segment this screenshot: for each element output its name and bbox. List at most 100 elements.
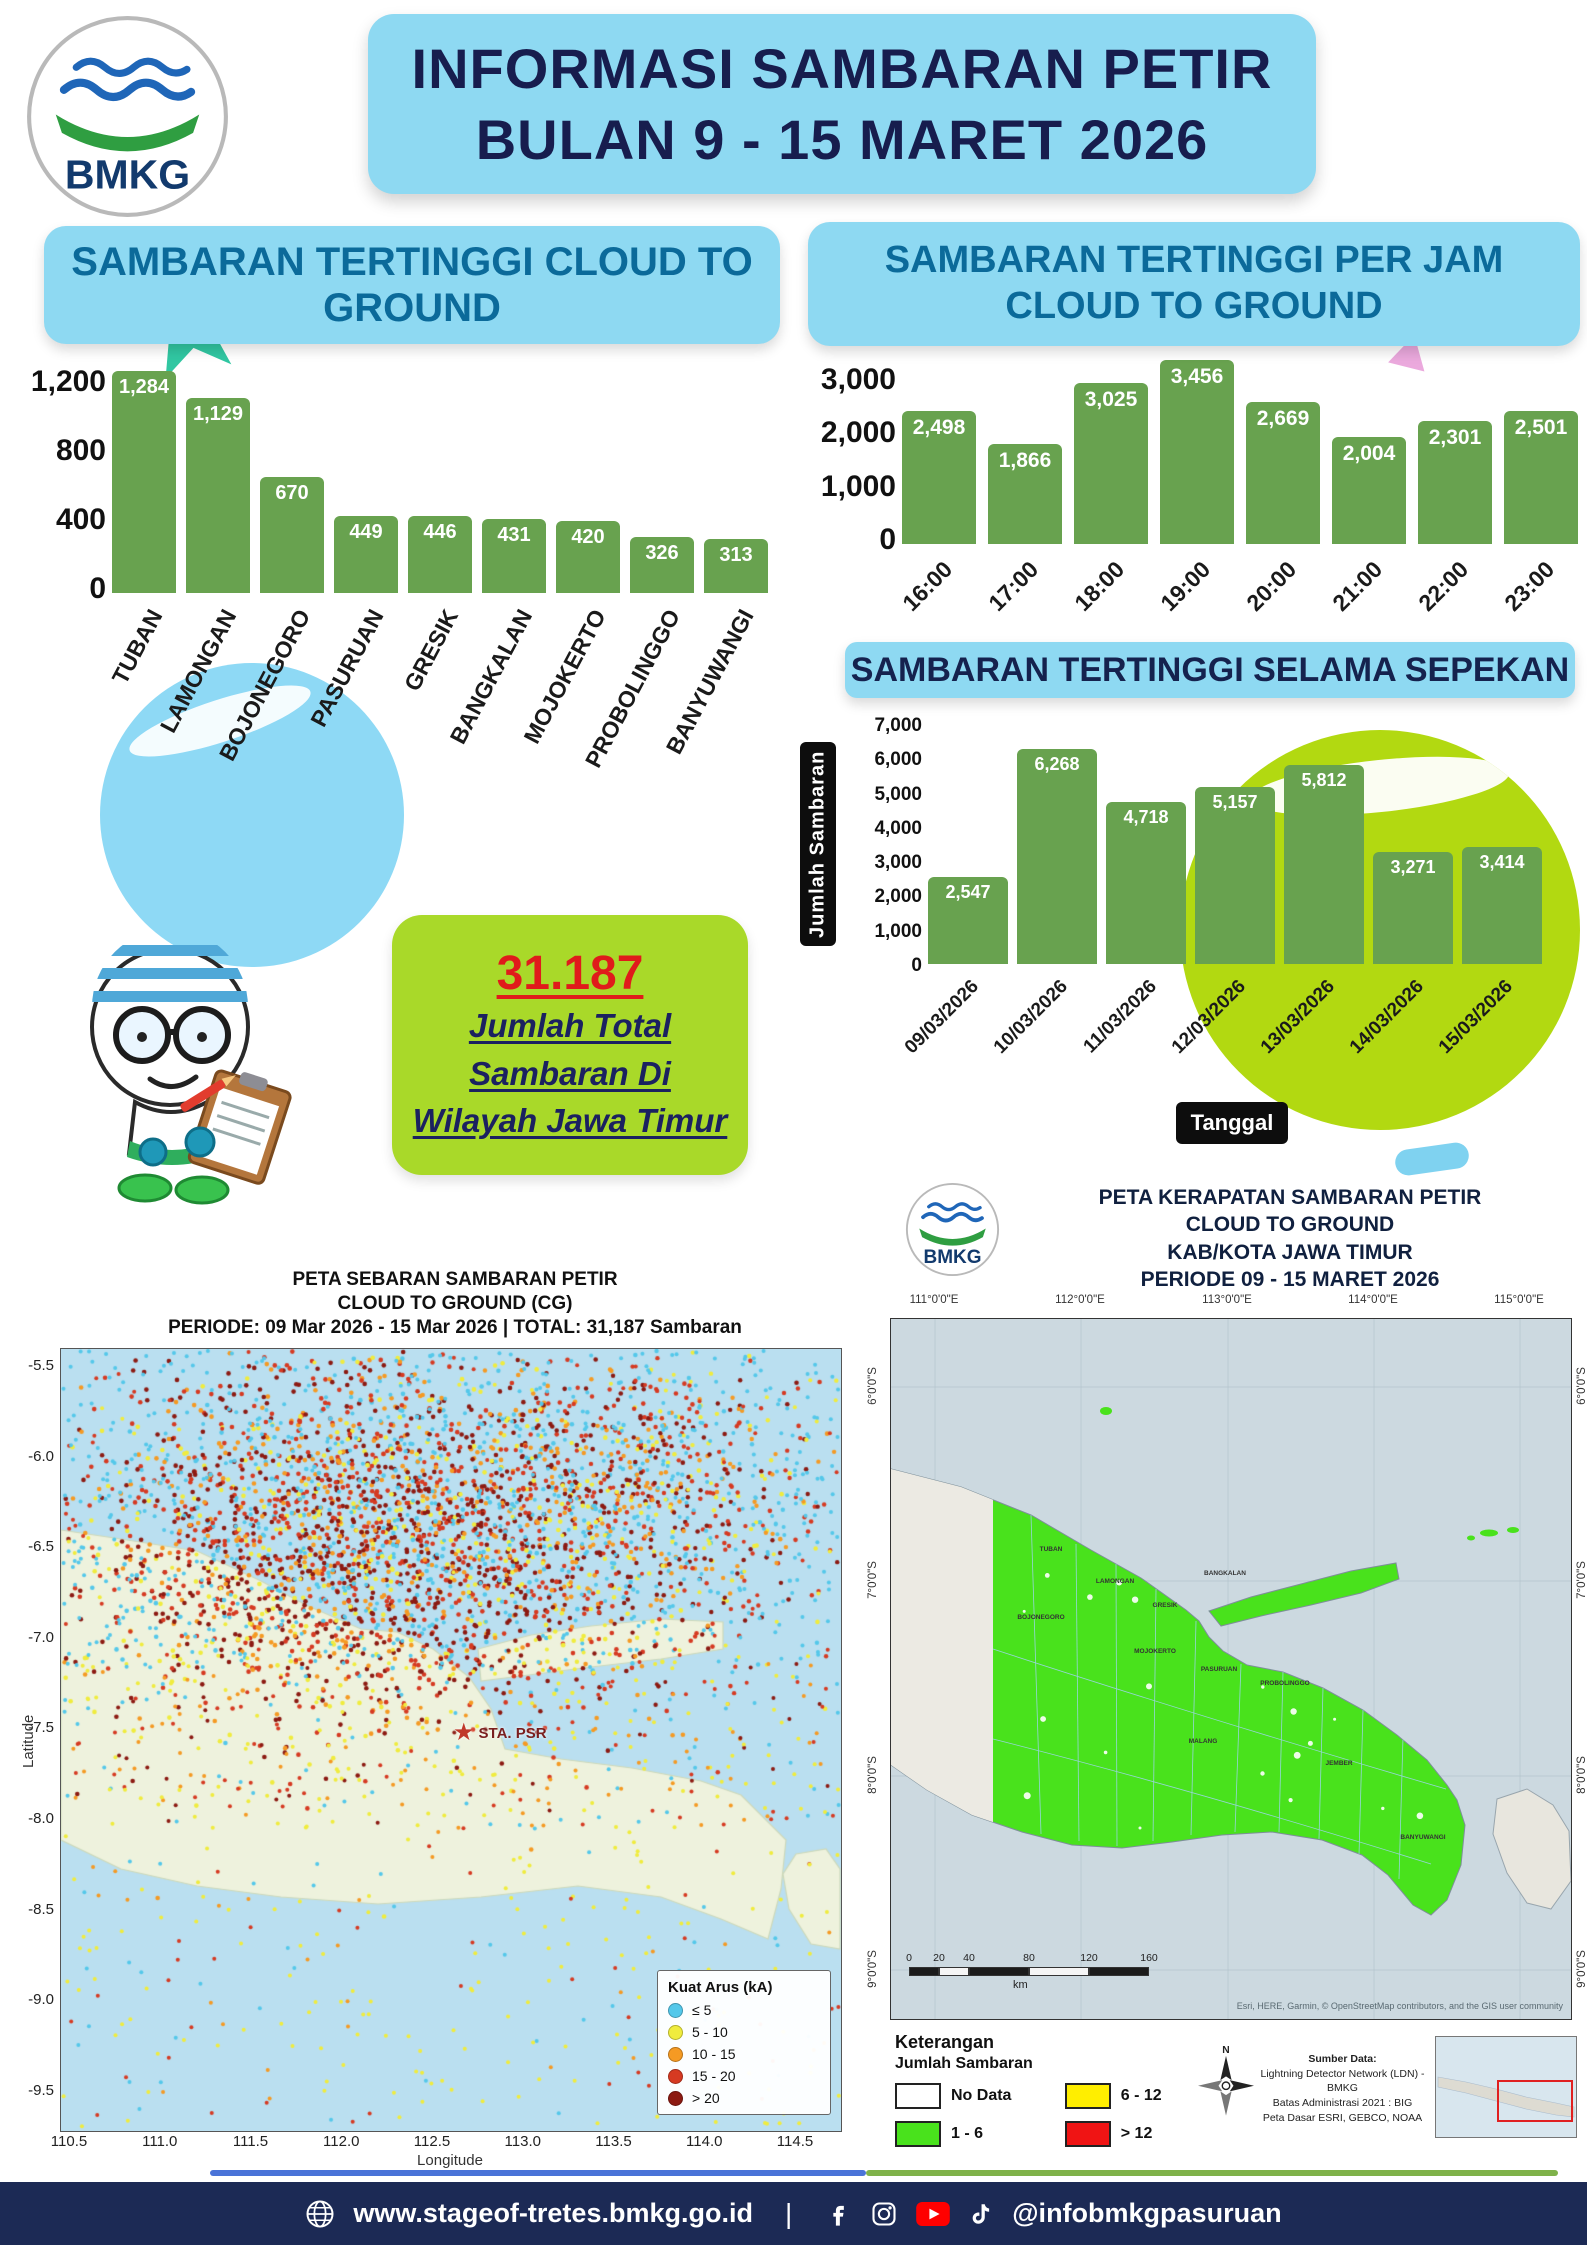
y-axis-tick: 7,000 — [874, 715, 922, 736]
no-data-speck — [1022, 1609, 1026, 1613]
y-axis-tick: 800 — [55, 433, 106, 467]
legend-item: > 20 — [668, 2090, 820, 2106]
y-axis-tick: -9.5 — [28, 2081, 54, 2099]
density-map-title-line2: CLOUD TO GROUND — [1185, 1213, 1395, 1237]
y-axis-tick: -8.0 — [28, 1810, 54, 1827]
x-axis-tick: 114.5 — [776, 2133, 814, 2150]
y-axis-tick: 0 — [89, 572, 106, 605]
no-data-speck — [1040, 1716, 1046, 1722]
scalebar-segment — [969, 1967, 1029, 1976]
source-line3: Batas Administrasi 2021 : BIG — [1272, 2097, 1413, 2110]
bar-lamongan: 1,129 — [186, 398, 250, 593]
footer-social-handle[interactable]: @infobmkgpasuruan — [1012, 2198, 1282, 2228]
x-axis-slot: 09/03/2026 — [901, 970, 1008, 1085]
scalebar-tick: 20 — [933, 1952, 945, 1964]
bar-10-03-2026: 6,268 — [1017, 749, 1097, 964]
bar-17-00: 1,866 — [988, 444, 1062, 544]
x-axis-slot: 23:00 — [1499, 550, 1578, 645]
legend-marker — [668, 2068, 683, 2084]
density-legend: Keterangan Jumlah Sambaran No Data 6 - 12… — [895, 2032, 1185, 2147]
bar-bangkalan: 431 — [482, 519, 546, 593]
density-map-title: PETA KERAPATAN SAMBARAN PETIR CLOUD TO G… — [1010, 1184, 1570, 1293]
bar-11-03-2026: 4,718 — [1106, 802, 1186, 964]
inset-overview-map — [1435, 2036, 1577, 2138]
no-data-speck — [1290, 1708, 1297, 1715]
x-axis-slot: 15/03/2026 — [1435, 970, 1542, 1085]
legend-item: 5 - 10 — [668, 2024, 820, 2040]
density-map-left-ticks: 6°0'0"S 7°0'0"S 8°0'0"S 9°0'0"S — [864, 1318, 882, 2018]
no-data-speck — [1146, 1683, 1152, 1690]
chart1-title: SAMBARAN TERTINGGI CLOUD TO GROUND — [44, 226, 780, 344]
bar-21-00: 2,004 — [1332, 437, 1406, 544]
no-data-speck — [1138, 1826, 1142, 1830]
x-axis-label: 23:00 — [1499, 556, 1560, 616]
bmkg-logo-small-text: BMKG — [923, 1247, 981, 1268]
y-axis-tick: 0 — [911, 955, 922, 976]
y-axis-tick: -7.0 — [28, 1628, 54, 1646]
y-axis-tick: 400 — [55, 502, 106, 536]
bar-value-label: 2,498 — [912, 416, 966, 439]
svg-text:N: N — [1222, 2045, 1229, 2056]
total-badge-line1: Jumlah Total — [468, 1007, 672, 1045]
x-axis-label: 20:00 — [1241, 556, 1302, 616]
bar-14-03-2026: 3,271 — [1373, 852, 1453, 964]
tiktok-icon[interactable] — [968, 2201, 994, 2227]
bar-20-00: 2,669 — [1246, 402, 1320, 544]
station-label: STA. PSR — [478, 1724, 547, 1742]
x-axis-tick: 112.5 — [413, 2133, 451, 2150]
scatter-map-title-line3: PERIODE: 09 Mar 2026 - 15 Mar 2026 | TOT… — [168, 1316, 742, 1338]
y-axis-tick: -8.5 — [28, 1900, 54, 1918]
bar-value-label: 449 — [349, 521, 383, 543]
total-strikes-number: 31.187 — [496, 947, 644, 1001]
facebook-icon[interactable] — [824, 2200, 852, 2228]
graticule-label-top: 112°0'0"E — [1055, 1294, 1105, 1306]
bar-mojokerto: 420 — [556, 521, 620, 593]
x-axis-slot: GRESIK — [399, 599, 472, 779]
density-map-title-line3: KAB/KOTA JAWA TIMUR — [1167, 1240, 1413, 1264]
x-axis-slot: BANGKALAN — [444, 599, 546, 779]
scale-bar-unit: km — [1013, 1979, 1028, 1991]
legend-swatch — [895, 2121, 941, 2147]
x-axis-tick: 110.5 — [50, 2133, 88, 2150]
x-axis-tick: 113.0 — [504, 2133, 541, 2150]
x-axis-slot: 22:00 — [1413, 550, 1492, 645]
no-data-speck — [1293, 1751, 1301, 1759]
no-data-speck — [1288, 1798, 1293, 1803]
station-marker: ★ STA. PSR — [453, 1721, 547, 1745]
x-axis-slot: 11/03/2026 — [1079, 970, 1186, 1085]
decor-blue-circle — [100, 663, 404, 967]
y-axis-tick: 2,000 — [874, 886, 922, 908]
legend-label: 15 - 20 — [692, 2068, 736, 2084]
chart3-y-axis-title: Jumlah Sambaran — [800, 742, 836, 946]
bar-13-03-2026: 5,812 — [1284, 765, 1364, 964]
x-axis-slot: 18:00 — [1069, 550, 1148, 645]
chart1-x-labels: TUBAN LAMONGAN BOJONEGORO PASURUAN GRESIK BAN… — [106, 599, 768, 779]
bar-value-label: 3,414 — [1479, 852, 1525, 872]
district-label: PASURUAN — [1201, 1666, 1238, 1673]
footer-website-link[interactable]: www.stageof-tretes.bmkg.go.id — [353, 2198, 753, 2228]
instagram-icon[interactable] — [870, 2200, 898, 2228]
graticule-label-top: 113°0'0"E — [1202, 1294, 1252, 1306]
x-axis-slot: 10/03/2026 — [990, 970, 1097, 1085]
scatter-map-title: PETA SEBARAN SAMBARAN PETIR CLOUD TO GRO… — [60, 1268, 850, 1339]
legend-item: 15 - 20 — [668, 2068, 820, 2084]
youtube-icon[interactable] — [916, 2201, 951, 2226]
bar-15-03-2026: 3,414 — [1462, 847, 1542, 964]
x-axis-label: GRESIK — [398, 605, 463, 696]
legend-label: 10 - 15 — [692, 2046, 736, 2062]
legend-item: 1 - 6 — [895, 2121, 1035, 2147]
y-axis-tick: 2,000 — [820, 416, 896, 450]
bmkg-logo-icon: BMKG — [27, 16, 228, 217]
y-axis-tick: -5.5 — [28, 1357, 54, 1374]
district-label: BOJONEGORO — [1017, 1614, 1064, 1621]
bar-16-00: 2,498 — [902, 411, 976, 544]
x-axis-label: TUBAN — [106, 605, 167, 689]
bar-12-03-2026: 5,157 — [1195, 787, 1275, 964]
district-label: BANGKALAN — [1204, 1570, 1246, 1577]
legend-label: No Data — [951, 2087, 1012, 2104]
no-data-speck — [1116, 1579, 1123, 1586]
chart-highest-strikes-per-hour: 3,000 2,000 1,000 0 2,498 1,866 3,025 3,456 2,6… — [812, 352, 1587, 652]
bar-value-label: 313 — [719, 544, 753, 566]
x-axis-label: 17:00 — [983, 556, 1044, 616]
no-data-speck — [1381, 1806, 1385, 1811]
